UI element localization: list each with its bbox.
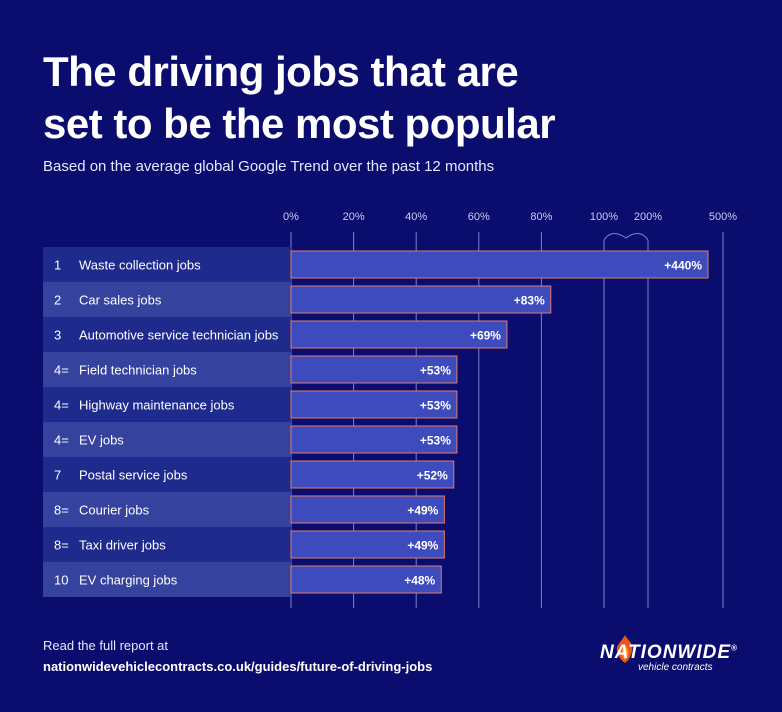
bar — [290, 390, 458, 419]
row-label-bg — [43, 282, 291, 317]
tick-label: 0% — [283, 211, 299, 223]
row-label-bg — [43, 387, 291, 422]
bar — [290, 250, 709, 279]
bar-value-label: +49% — [407, 539, 438, 553]
tick-label: 20% — [343, 211, 365, 223]
logo-tagline: vehicle contracts — [638, 662, 713, 673]
row-label: Courier jobs — [79, 503, 150, 518]
row-label: Taxi driver jobs — [79, 538, 166, 553]
logo-registered-mark: ® — [731, 643, 738, 653]
row-rank: 4= — [54, 398, 69, 413]
row-label-bg — [43, 527, 291, 562]
bar — [290, 565, 442, 594]
bar-chart: 0% 20% 40% 60% 80% 100% 200% 500% 1 Waste collect… — [43, 211, 737, 608]
row-rank: 7 — [54, 468, 61, 483]
row-label-bg — [43, 352, 291, 387]
row-label-bg — [43, 492, 291, 527]
bar-value-label: +440% — [664, 259, 702, 273]
row-label: Field technician jobs — [79, 363, 197, 378]
row-label-bg — [43, 247, 291, 282]
row-label: Postal service jobs — [79, 468, 188, 483]
row-rank: 8= — [54, 503, 69, 518]
row-label-bg — [43, 422, 291, 457]
tick-label: 40% — [405, 211, 427, 223]
footer: Read the full report at nationwidevehicl… — [43, 638, 432, 674]
footer-read-label: Read the full report at — [43, 638, 169, 653]
tick-label: 500% — [709, 211, 737, 223]
flame-icon — [616, 635, 633, 663]
bar-value-label: +52% — [417, 469, 448, 483]
row-label: Waste collection jobs — [79, 258, 201, 273]
bar-value-label: +83% — [514, 294, 545, 308]
tick-label: 80% — [530, 211, 552, 223]
logo-wordmark-text: NATIONWIDE — [600, 642, 732, 663]
nationwide-logo: NATIONWIDE® vehicle contracts — [600, 635, 750, 680]
row-label: Highway maintenance jobs — [79, 398, 235, 413]
tick-label: 60% — [468, 211, 490, 223]
row-label-bg — [43, 562, 291, 597]
report-link[interactable]: nationwidevehiclecontracts.co.uk/guides/… — [43, 659, 433, 674]
page-title: The driving jobs that are set to be the … — [43, 48, 556, 147]
row-rank: 2 — [54, 293, 61, 308]
bar-value-label: +53% — [420, 399, 451, 413]
bar — [290, 495, 445, 524]
tick-label: 200% — [634, 211, 662, 223]
row-label: Automotive service technician jobs — [79, 328, 279, 343]
bar-value-label: +69% — [470, 329, 501, 343]
tick-label: 100% — [590, 211, 618, 223]
bar — [290, 425, 458, 454]
axis-break-marker — [603, 233, 649, 241]
row-label-bg — [43, 317, 291, 352]
bar — [290, 530, 445, 559]
row-rank: 4= — [54, 433, 69, 448]
row-rank: 10 — [54, 573, 68, 588]
row-label: EV jobs — [79, 433, 124, 448]
bar — [290, 355, 458, 384]
row-label: EV charging jobs — [79, 573, 178, 588]
page-subtitle: Based on the average global Google Trend… — [43, 158, 495, 175]
row-rank: 8= — [54, 538, 69, 553]
bar-value-label: +48% — [404, 574, 435, 588]
bar-value-label: +53% — [420, 364, 451, 378]
bar-value-label: +49% — [407, 504, 438, 518]
row-rank: 1 — [54, 258, 61, 273]
row-rank: 3 — [54, 328, 61, 343]
row-label: Car sales jobs — [79, 293, 162, 308]
bar — [290, 460, 455, 489]
bar — [290, 320, 508, 349]
bar-value-label: +53% — [420, 434, 451, 448]
row-label-bg — [43, 457, 291, 492]
bar — [290, 285, 552, 314]
row-rank: 4= — [54, 363, 69, 378]
logo-wordmark: NATIONWIDE® — [600, 642, 738, 664]
